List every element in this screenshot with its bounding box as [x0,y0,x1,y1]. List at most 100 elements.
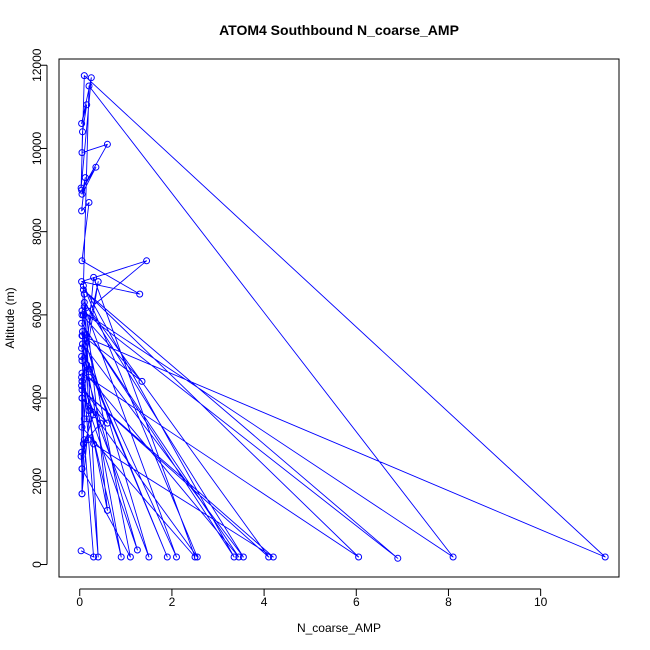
data-point [83,101,91,109]
data-point [79,128,86,136]
data-point [77,547,85,555]
data-point [80,303,88,311]
x-tick-label: 0 [76,595,83,609]
data-point [78,377,86,385]
data-point [78,120,86,127]
series-lines [80,75,606,559]
x-tick-label: 4 [261,595,268,609]
data-point [85,373,93,381]
data-point [143,257,151,265]
y-tick-label: 4000 [30,384,44,411]
data-point [90,440,98,448]
data-point [78,207,86,215]
y-tick-label: 12000 [30,48,44,82]
data-point [355,553,363,561]
y-tick-label: 0 [30,561,44,568]
plot-frame [58,58,620,578]
data-point [601,553,609,561]
data-point [78,190,86,198]
data-point [79,282,87,290]
y-tick-label: 8000 [30,218,44,245]
data-point [136,290,144,298]
data-point [145,553,153,561]
data-point [133,546,141,554]
data-point [103,419,111,427]
data-point [80,415,88,423]
data-point [78,149,86,157]
data-point [265,553,273,561]
data-point [78,465,86,473]
data-point [80,290,88,298]
data-point [191,553,199,561]
data-point [78,357,86,365]
x-axis: 0 2 4 6 8 10 [76,588,548,609]
y-axis: 0 2000 4000 6000 8000 10000 12000 [30,48,48,568]
data-point [97,419,104,427]
data-point [78,373,86,381]
chart-title: ATOM4 Southbound N_coarse_AMP [219,22,459,38]
data-point [79,340,86,348]
data-point [79,440,87,448]
data-point [80,72,88,80]
data-point [78,448,86,456]
data-point [85,407,93,415]
data-point [78,382,86,390]
data-point [230,553,238,561]
x-tick-label: 2 [169,595,176,609]
data-point [235,553,243,561]
data-point [87,74,95,82]
data-point [80,436,88,444]
series-points [77,72,609,562]
data-point [78,186,86,194]
data-point [394,554,402,562]
data-point [79,286,87,294]
data-point [239,553,247,561]
data-point [81,174,89,182]
data-point [84,436,92,444]
data-point [85,415,93,423]
data-point [94,278,102,286]
x-tick-label: 6 [353,595,360,609]
data-point [449,553,457,561]
data-point [78,490,86,498]
data-point [94,553,102,561]
data-point [269,553,277,561]
x-tick-label: 8 [445,595,452,609]
data-point [78,311,86,319]
data-point [85,365,93,373]
series-line [80,75,606,559]
data-point [163,553,171,561]
data-point [83,361,91,369]
data-point [103,506,111,514]
data-point [90,553,98,561]
y-tick-label: 10000 [30,131,44,165]
data-point [138,377,146,385]
y-axis-label: Altitude (m) [3,287,17,348]
y-tick-label: 6000 [30,301,44,328]
data-point [80,298,88,306]
data-point [85,199,93,206]
data-point [78,386,86,394]
data-point [85,82,93,90]
data-point [90,411,98,419]
data-point [78,307,86,315]
data-point [78,394,86,402]
data-point [103,140,111,148]
data-point [92,163,100,171]
data-point [193,553,201,561]
data-point [78,369,86,377]
data-point [90,273,98,281]
data-point [117,553,125,561]
data-point [78,344,86,352]
x-axis-label: N_coarse_AMP [297,621,381,635]
data-point [173,553,180,561]
y-tick-label: 2000 [30,468,44,495]
data-point [78,319,86,327]
data-point [79,328,86,335]
data-point [78,353,86,360]
x-tick-label: 10 [534,595,548,609]
data-point [78,278,86,286]
data-point [79,332,86,340]
